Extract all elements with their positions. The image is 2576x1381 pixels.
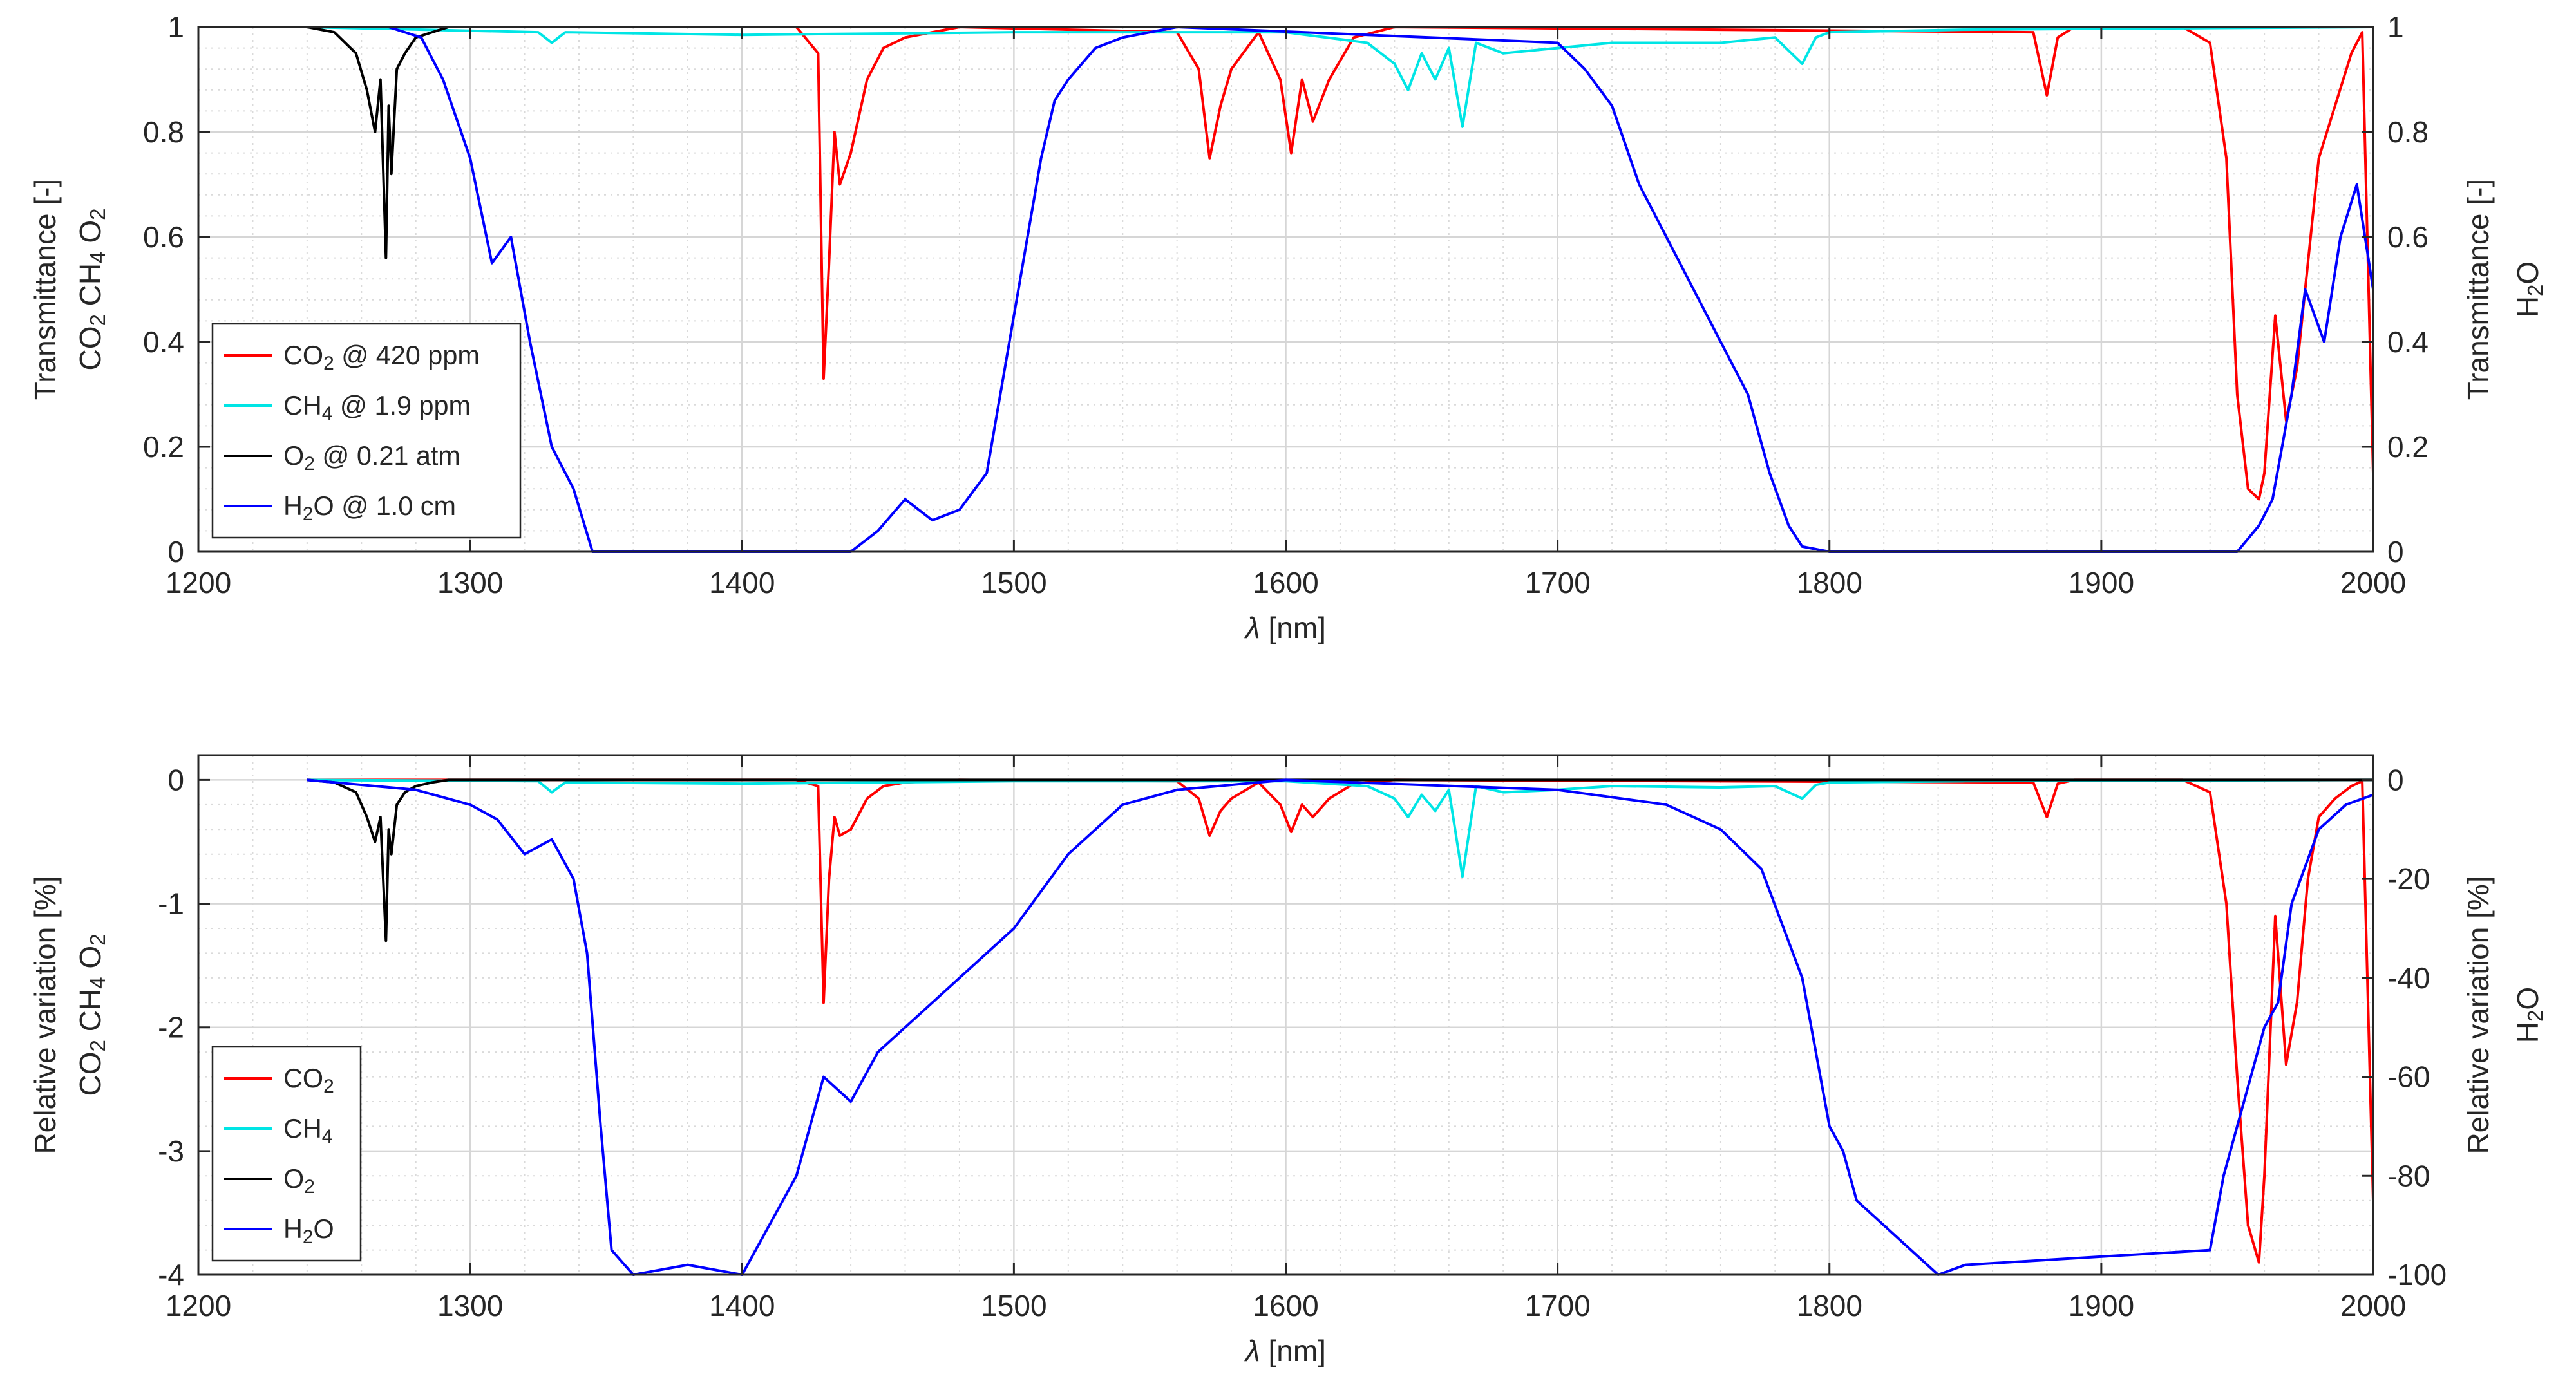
bottom-y-right-species: H2​O [2511, 987, 2548, 1043]
bottom-y-left-tick-label: 0 [167, 763, 184, 796]
bottom-x-tick-label: 1600 [1253, 1289, 1318, 1322]
bottom-legend-label: CO2​ [283, 1064, 334, 1097]
top-x-axis-label: λ [nm] [1244, 611, 1326, 644]
top-legend: CO2 @ 420 ppm CH4 @ 1.9 ppm O2 @ 0.21 atm H… [211, 323, 522, 539]
top-y-right-tick-label: 0.6 [2387, 220, 2429, 254]
top-y-left-tick-label: 1 [167, 10, 184, 44]
top-y-left-tick-label: 0.8 [143, 115, 184, 149]
top-legend-box [211, 323, 522, 539]
bottom-legend-label: H2O [283, 1214, 334, 1248]
bottom-y-left-species: CO2​ CH4​ O2​ [73, 934, 110, 1096]
bottom-x-axis-label: λ [nm] [1244, 1334, 1326, 1367]
bottom-x-tick-label: 1800 [1797, 1289, 1862, 1322]
top-legend-label: CO2 @ 420 ppm [283, 341, 480, 374]
top-legend-label: O2 @ 0.21 atm [283, 441, 460, 474]
bottom-y-left-tick-label: -2 [158, 1011, 184, 1044]
top-y-left-species: CO2​ CH4​ O2​ [73, 208, 110, 370]
bottom-x-tick-label: 2000 [2340, 1289, 2406, 1322]
bottom-series-2-line [307, 778, 2373, 943]
top-x-tick-label: 1300 [437, 566, 503, 599]
top-y-left-tick-label: 0 [167, 535, 184, 568]
bottom-chart-panel: 1200 1300 1400 1500 1600 1700 1800 1900 2000 λ [n… [28, 754, 2548, 1367]
bottom-x-tick-label: 1200 [166, 1289, 231, 1322]
bottom-legend-box [211, 1046, 362, 1262]
top-y-left-tick-label: 0.4 [143, 325, 184, 359]
top-y-left-tick-label: 0.6 [143, 220, 184, 254]
bottom-x-tick-label: 1500 [981, 1289, 1046, 1322]
bottom-y-right-tick-label: -100 [2387, 1258, 2447, 1292]
bottom-x-tick-label: 1400 [709, 1289, 775, 1322]
top-x-tick-label: 1500 [981, 566, 1046, 599]
top-y-right-tick-label: 0.4 [2387, 325, 2429, 359]
bottom-legend: CO2​ CH4​ O2​ H2O [211, 1046, 362, 1262]
bottom-y-right-tick-label: -20 [2387, 862, 2430, 896]
bottom-y-left-tick-label: -3 [158, 1134, 184, 1168]
bottom-series-3-line [307, 778, 2374, 1276]
bottom-series-1-line [307, 778, 2374, 878]
bottom-series-group [307, 778, 2374, 1276]
top-legend-label: CH4 @ 1.9 ppm [283, 391, 471, 424]
bottom-y-left-title: Relative variation [%] [28, 876, 62, 1154]
bottom-x-tick-label: 1300 [437, 1289, 503, 1322]
top-series-3-line [307, 26, 2374, 553]
top-legend-label: H2O @ 1.0 cm [283, 491, 456, 525]
top-x-tick-label: 1400 [709, 566, 775, 599]
top-y-right-title: Transmittance [-] [2461, 179, 2495, 400]
top-x-tick-label: 1600 [1253, 566, 1318, 599]
top-x-tick-label: 1800 [1797, 566, 1862, 599]
top-series-0-line [307, 26, 2374, 501]
bottom-y-right-tick-label: -40 [2387, 961, 2430, 995]
top-series-2-line [307, 26, 2373, 259]
top-minor-grid [198, 27, 2373, 552]
top-x-tick-label: 2000 [2340, 566, 2406, 599]
bottom-y-right-tick-label: -60 [2387, 1060, 2430, 1094]
top-chart-panel: 1200 1300 1400 1500 1600 1700 1800 1900 2000 λ [n… [28, 10, 2548, 644]
bottom-legend-label: O2​ [283, 1164, 315, 1198]
bottom-x-tick-label: 1700 [1524, 1289, 1590, 1322]
top-y-right-tick-label: 0.8 [2387, 115, 2429, 149]
bottom-y-right-tick-label: -80 [2387, 1159, 2430, 1192]
top-y-right-tick-label: 0 [2387, 535, 2404, 568]
bottom-legend-label: CH4​ [283, 1114, 332, 1147]
bottom-y-right-tick-label: 0 [2387, 763, 2404, 796]
top-y-left-tick-label: 0.2 [143, 430, 184, 464]
top-y-right-tick-label: 1 [2387, 10, 2404, 44]
top-y-right-species: H2​O [2511, 261, 2548, 317]
top-x-tick-label: 1200 [166, 566, 231, 599]
bottom-y-left-tick-label: -1 [158, 887, 184, 921]
bottom-x-tick-label: 1900 [2069, 1289, 2134, 1322]
bottom-y-left-tick-label: -4 [158, 1258, 184, 1292]
bottom-y-right-title: Relative variation [%] [2461, 876, 2495, 1154]
top-x-tick-label: 1700 [1524, 566, 1590, 599]
top-x-tick-label: 1900 [2069, 566, 2134, 599]
top-y-left-title: Transmittance [-] [28, 179, 62, 400]
top-y-right-tick-label: 0.2 [2387, 430, 2429, 464]
